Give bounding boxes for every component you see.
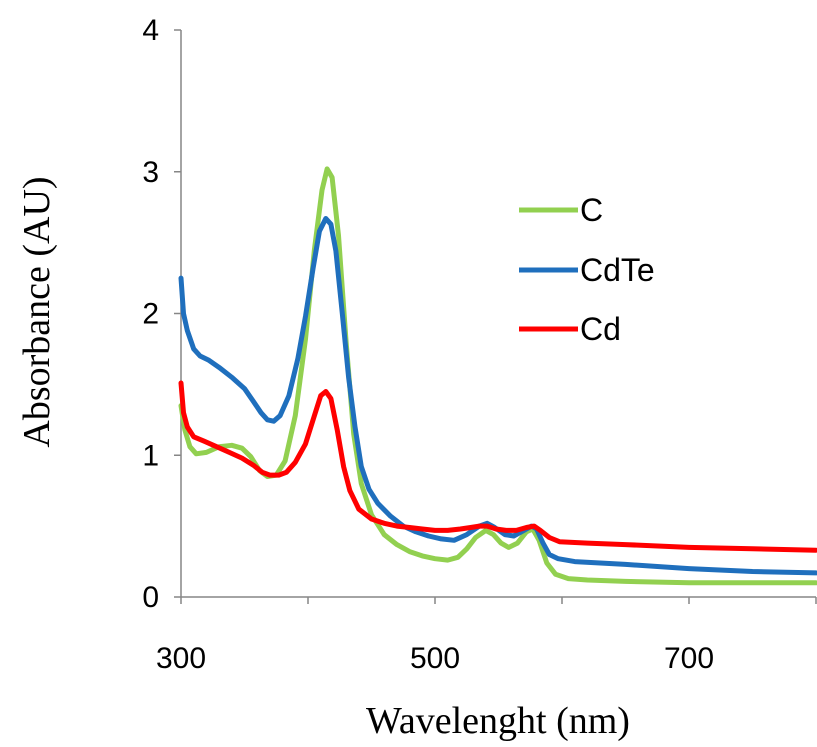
legend-label-c: C xyxy=(580,192,603,228)
legend-label-cdte: CdTe xyxy=(580,252,655,288)
x-tick-label: 700 xyxy=(664,642,714,675)
series-line-cd xyxy=(178,380,817,553)
y-tick-label: 2 xyxy=(142,298,159,331)
x-axis-title: Wavelenght (nm) xyxy=(366,700,630,742)
series-lines xyxy=(178,166,817,586)
y-tick-label: 4 xyxy=(142,14,159,47)
x-tick-label: 300 xyxy=(156,642,206,675)
legend-label-cd: Cd xyxy=(580,311,621,347)
y-axis-title: Absorbance (AU) xyxy=(16,176,58,447)
series-line-c xyxy=(178,166,817,586)
legend: C CdTe Cd xyxy=(519,192,655,347)
y-axis: 0 1 2 3 4 xyxy=(142,14,182,614)
y-tick-label: 0 xyxy=(142,581,159,614)
x-tick-label: 500 xyxy=(410,642,460,675)
x-axis: 300 500 700 xyxy=(156,596,817,675)
y-tick-label: 3 xyxy=(142,156,159,189)
y-tick-label: 1 xyxy=(142,439,159,472)
series-line-cdte xyxy=(178,216,817,576)
